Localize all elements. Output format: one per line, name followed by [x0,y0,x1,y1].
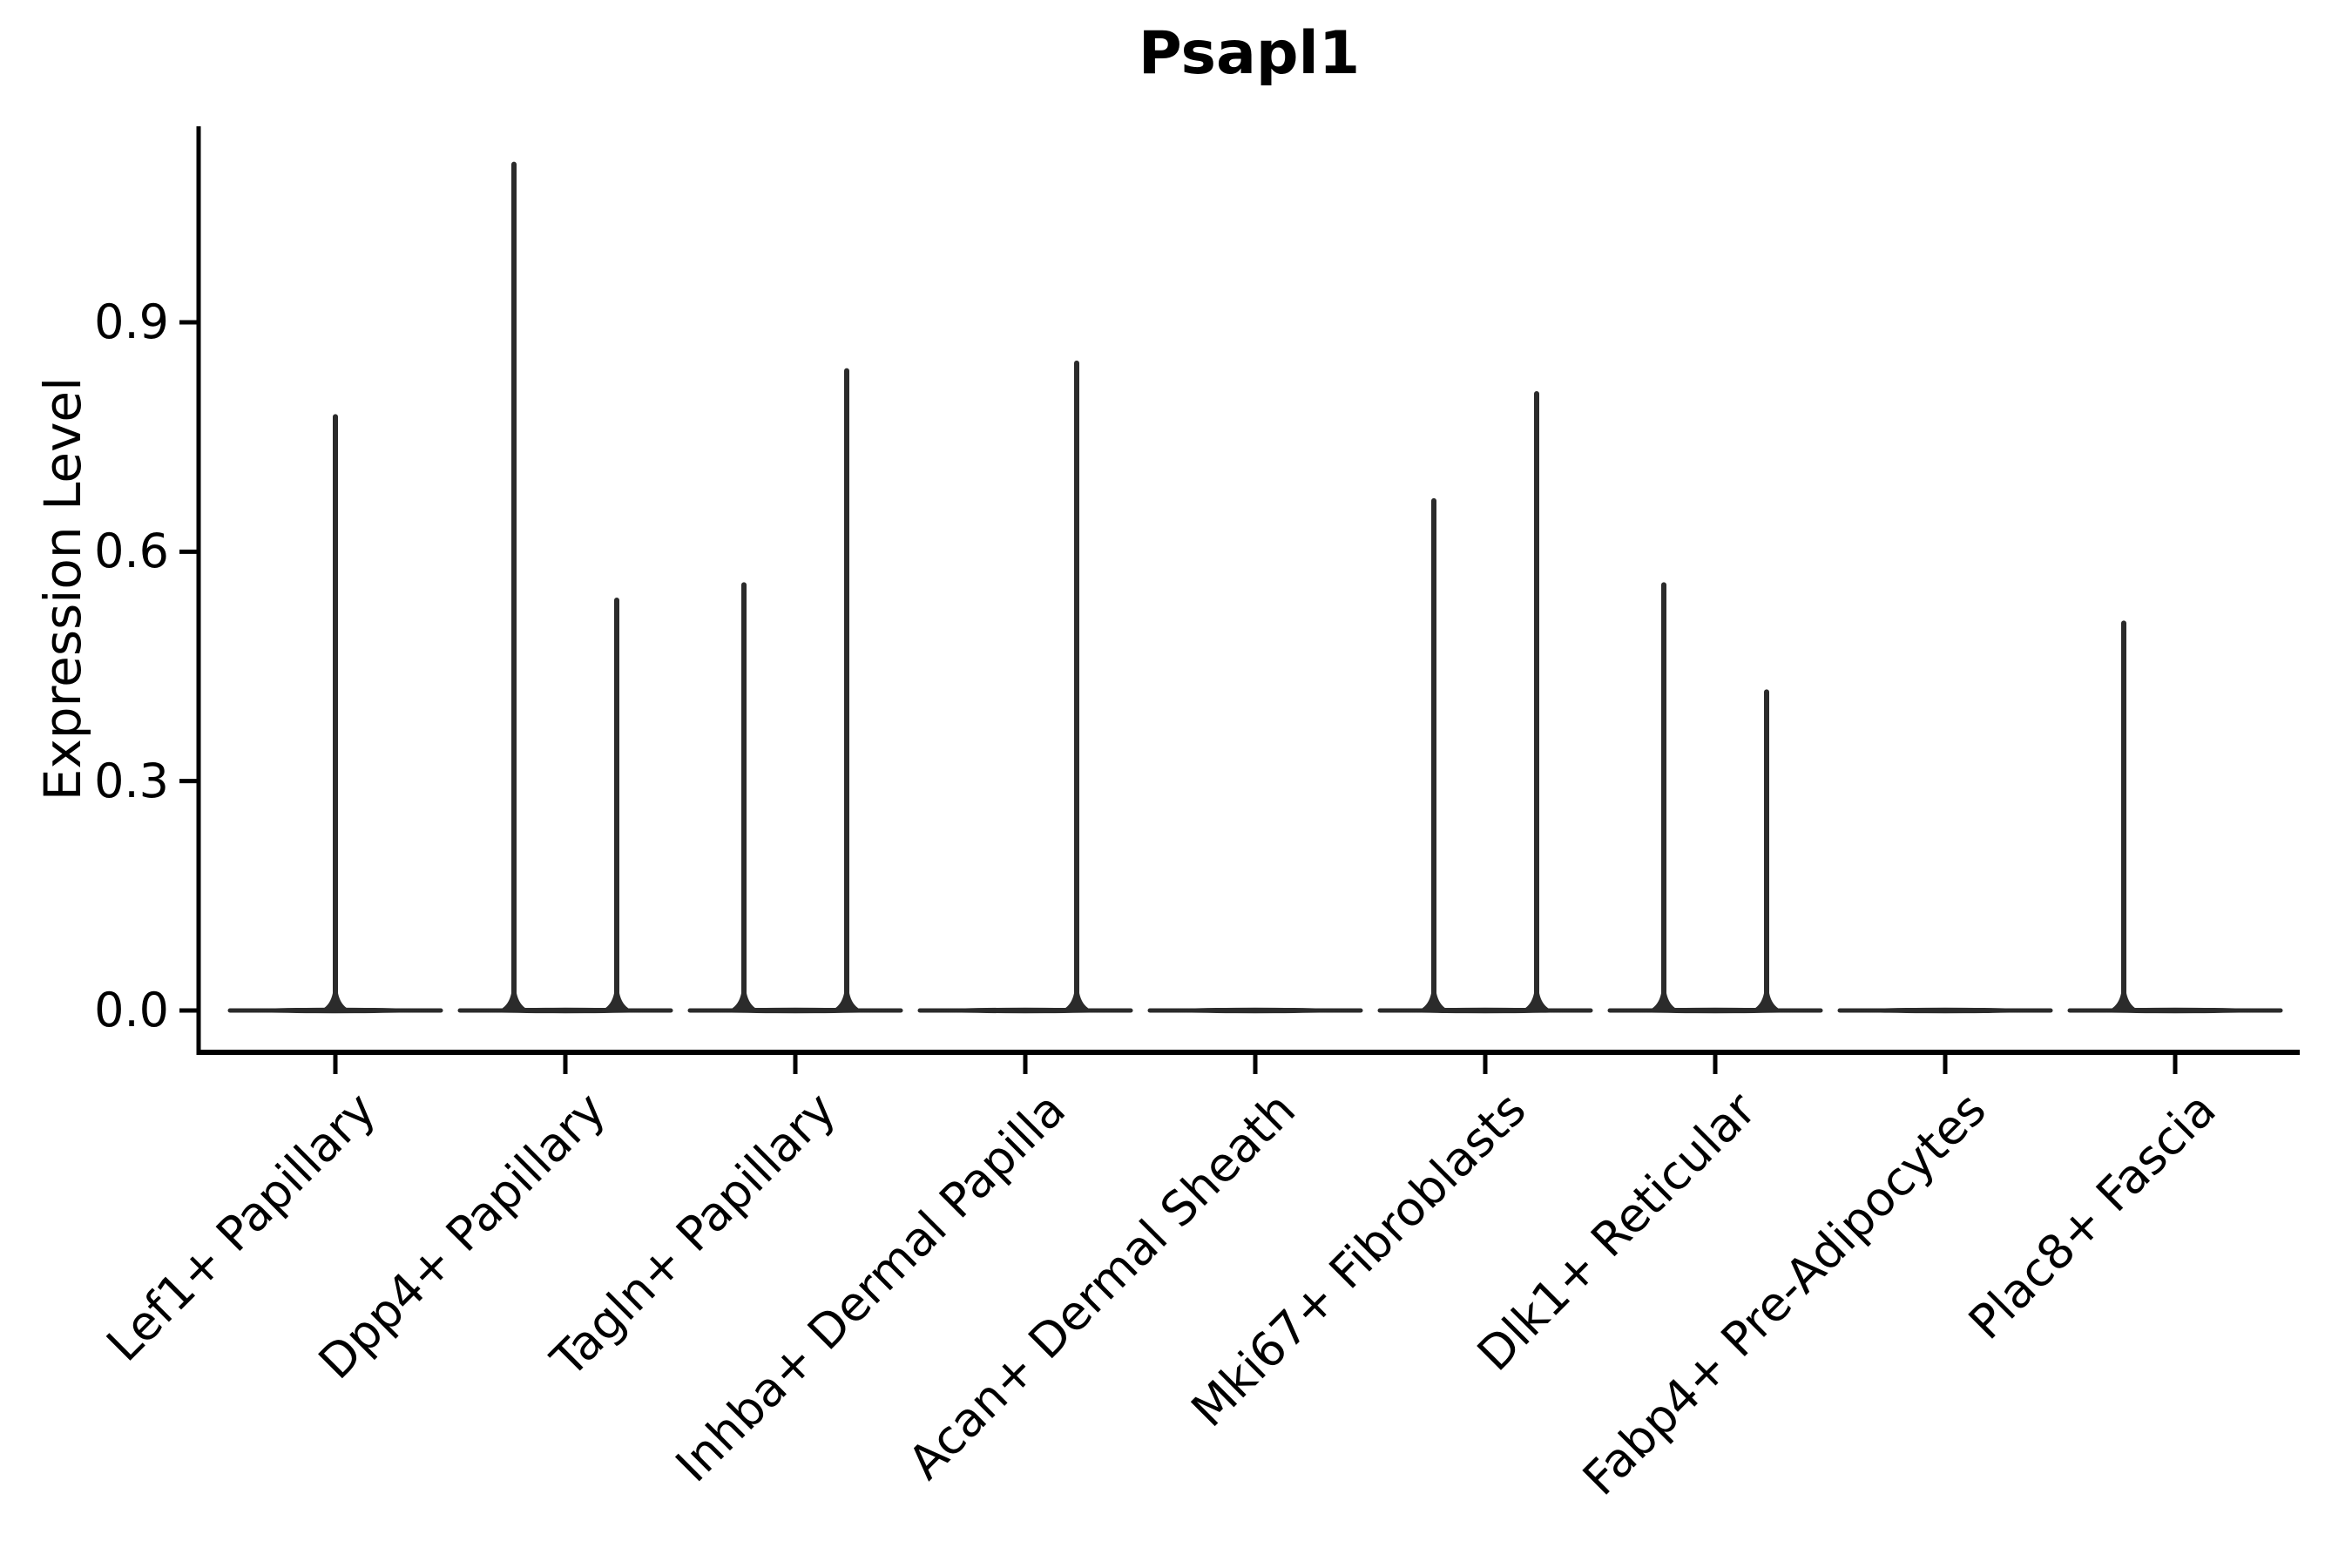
y-axis-label: Expression Level [33,376,92,801]
y-tick-label-3: 0.9 [94,294,169,349]
violins [227,161,2283,1014]
y-tick-label-2: 0.6 [94,524,169,579]
axes [179,126,2300,1074]
y-tick-label-0: 0.0 [94,983,169,1037]
chart-title: Psapl1 [1138,19,1361,88]
y-tick-label-1: 0.3 [94,753,169,808]
